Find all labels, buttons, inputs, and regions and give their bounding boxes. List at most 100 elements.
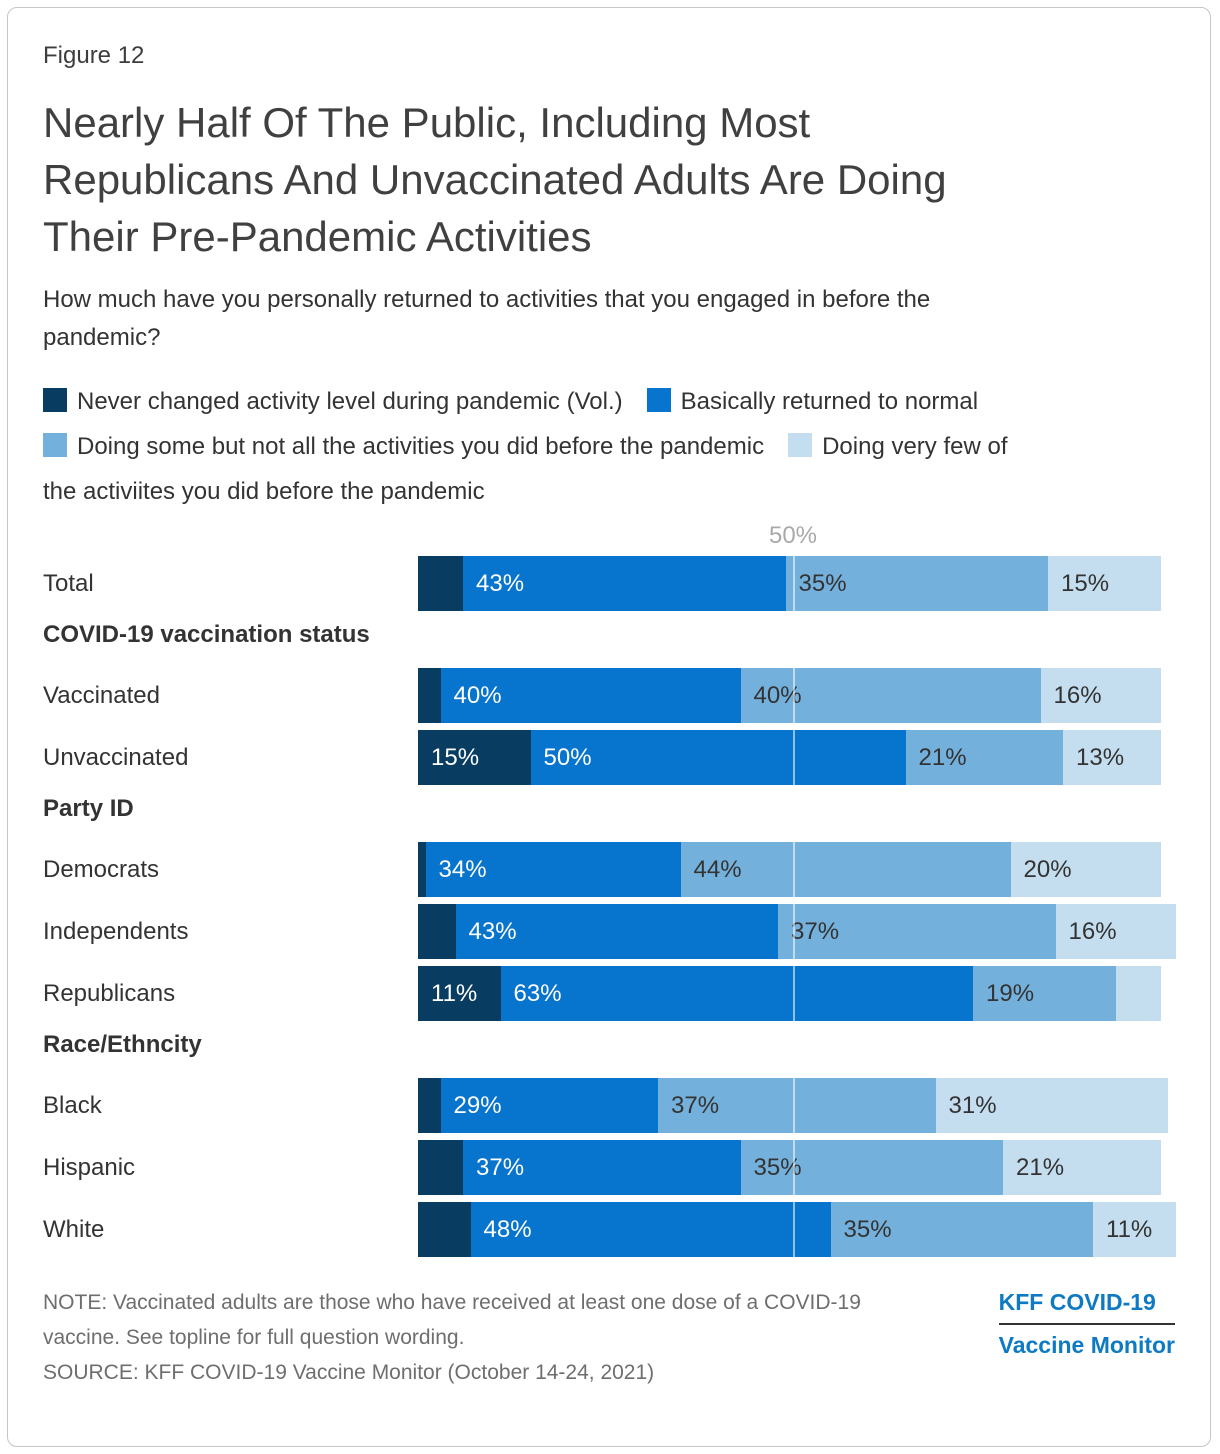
note-line: NOTE: Vaccinated adults are those who ha… xyxy=(43,1291,861,1314)
bar-segment: 16% xyxy=(1055,904,1176,959)
bar-segment: 43% xyxy=(463,556,786,611)
bar-value-label: 21% xyxy=(1016,1153,1065,1181)
page-title-line: Republicans And Unvaccinated Adults Are … xyxy=(43,156,947,203)
bar-value-label: 43% xyxy=(476,569,525,597)
stacked-bar: 37% 35% 21% xyxy=(418,1140,1161,1195)
legend-label: the activiites you did before the pandem… xyxy=(43,478,485,505)
bar-segment: 11% xyxy=(418,966,501,1021)
gridline-50 xyxy=(793,1078,795,1133)
bar-segment: 31% xyxy=(935,1078,1168,1133)
category-label: Republicans xyxy=(43,979,176,1007)
bar-value-label: 15% xyxy=(431,743,480,771)
page-title-line: Nearly Half Of The Public, Including Mos… xyxy=(43,99,811,146)
legend-item: Basically returned to normal xyxy=(646,388,979,415)
bar-segment: 34% xyxy=(425,842,681,897)
chart-subtitle-line: How much have you personally returned to… xyxy=(43,286,931,313)
gridline-50 xyxy=(793,966,795,1021)
bar-row: Democrats 34% 44% 20% xyxy=(43,842,1175,897)
bar-value-label: 29% xyxy=(453,1091,502,1119)
light-swatch-icon xyxy=(43,433,67,457)
gridline-50 xyxy=(793,730,795,785)
bar-segment: 37% xyxy=(658,1078,936,1133)
note-lines-container: NOTE: Vaccinated adults are those who ha… xyxy=(43,1285,861,1355)
gridline-50 xyxy=(793,1140,795,1195)
bar-segment: 16% xyxy=(1040,668,1161,723)
figure-card: Figure 12 Nearly Half Of The Public, Inc… xyxy=(7,7,1211,1447)
bar-row: Total 43% 35% 15% xyxy=(43,556,1175,611)
bar-value-label: 37% xyxy=(791,917,840,945)
bar-segment: 63% xyxy=(500,966,973,1021)
bar-value-label: 40% xyxy=(453,681,502,709)
stacked-bar: 34% 44% 20% xyxy=(418,842,1161,897)
bar-value-label: 35% xyxy=(843,1215,892,1243)
bar-value-label: 31% xyxy=(948,1091,997,1119)
gridline-50 xyxy=(793,904,795,959)
legend-row: Never changed activity level during pand… xyxy=(43,379,1175,424)
bar-value-label: 34% xyxy=(438,855,487,883)
category-label: Independents xyxy=(43,917,189,945)
category-label: Democrats xyxy=(43,855,160,883)
category-label: Vaccinated xyxy=(43,681,160,709)
category-label: Unvaccinated xyxy=(43,743,189,771)
bar-segment: 35% xyxy=(830,1202,1093,1257)
legend-item: Never changed activity level during pand… xyxy=(43,388,623,415)
bar-value-label: 37% xyxy=(671,1091,720,1119)
gridline-50 xyxy=(793,668,795,723)
stacked-bar: 43% 35% 15% xyxy=(418,556,1161,611)
group-header: Party ID xyxy=(43,795,134,822)
bar-segment: 43% xyxy=(455,904,778,959)
kff-vaccine-monitor-logo: KFF COVID-19 Vaccine Monitor xyxy=(998,1289,1175,1359)
bar-row: Republicans 11% 63% 19% xyxy=(43,966,1175,1021)
bar-segment: 35% xyxy=(740,1140,1003,1195)
bar-segment: 37% xyxy=(778,904,1056,959)
legend-row: the activiites you did before the pandem… xyxy=(43,469,1175,514)
category-label: Hispanic xyxy=(43,1153,136,1181)
bar-segment: 15% xyxy=(1048,556,1161,611)
bar-segment: 15% xyxy=(418,730,531,785)
legend-row: Doing some but not all the activities yo… xyxy=(43,424,1175,469)
chart-legend: Never changed activity level during pand… xyxy=(43,379,1175,514)
bar-value-label: 21% xyxy=(918,743,967,771)
bar-value-label: 35% xyxy=(798,569,847,597)
legend-label: Doing very few of xyxy=(822,433,1008,460)
bar-segment: 40% xyxy=(440,668,741,723)
bar-segment: 48% xyxy=(470,1202,831,1257)
category-label: White xyxy=(43,1215,105,1243)
category-label: Black xyxy=(43,1091,102,1119)
gridline-50 xyxy=(793,1202,795,1257)
bar-row: White 48% 35% 11% xyxy=(43,1202,1176,1257)
bar-value-label: 11% xyxy=(1106,1215,1153,1243)
figure-label: Figure 12 xyxy=(43,42,145,69)
bar-segment xyxy=(418,556,463,611)
bar-value-label: 44% xyxy=(693,855,742,883)
blue-swatch-icon xyxy=(646,388,671,412)
bar-segment xyxy=(418,1202,471,1257)
bar-row: Black 29% 37% 31% xyxy=(43,1078,1175,1133)
dark-swatch-icon xyxy=(43,388,67,412)
legend-label: Basically returned to normal xyxy=(680,388,979,415)
stacked-bar: 29% 37% 31% xyxy=(418,1078,1168,1133)
group-header: Race/Ethncity xyxy=(43,1031,202,1058)
bar-value-label: 43% xyxy=(468,917,517,945)
bar-segment xyxy=(418,668,441,723)
bar-row: Vaccinated 40% 40% 16% xyxy=(43,668,1175,723)
bar-segment xyxy=(418,904,456,959)
logo-line-2: Vaccine Monitor xyxy=(998,1332,1175,1358)
stacked-bar: 48% 35% 11% xyxy=(418,1202,1176,1257)
axis-label-row: 50% xyxy=(43,514,1175,556)
legend-label: Never changed activity level during pand… xyxy=(77,388,623,415)
page-title-line: Their Pre-Pandemic Activities xyxy=(43,213,592,260)
logo-line-1: KFF COVID-19 xyxy=(998,1289,1175,1325)
source-line: SOURCE: KFF COVID-19 Vaccine Monitor (Oc… xyxy=(43,1361,655,1384)
bar-segment: 19% xyxy=(973,966,1116,1021)
legend-label: Doing some but not all the activities yo… xyxy=(77,433,765,460)
bar-value-label: 20% xyxy=(1023,855,1072,883)
bar-segment: 50% xyxy=(530,730,906,785)
bar-segment xyxy=(418,1078,441,1133)
note-source-text: NOTE: Vaccinated adults are those who ha… xyxy=(43,1285,861,1390)
chart-subtitle-line: pandemic? xyxy=(43,324,161,351)
bar-segment: 11% xyxy=(1093,1202,1176,1257)
bar-segment: 21% xyxy=(905,730,1063,785)
group-header: COVID-19 vaccination status xyxy=(43,621,370,648)
bar-segment: 29% xyxy=(440,1078,658,1133)
